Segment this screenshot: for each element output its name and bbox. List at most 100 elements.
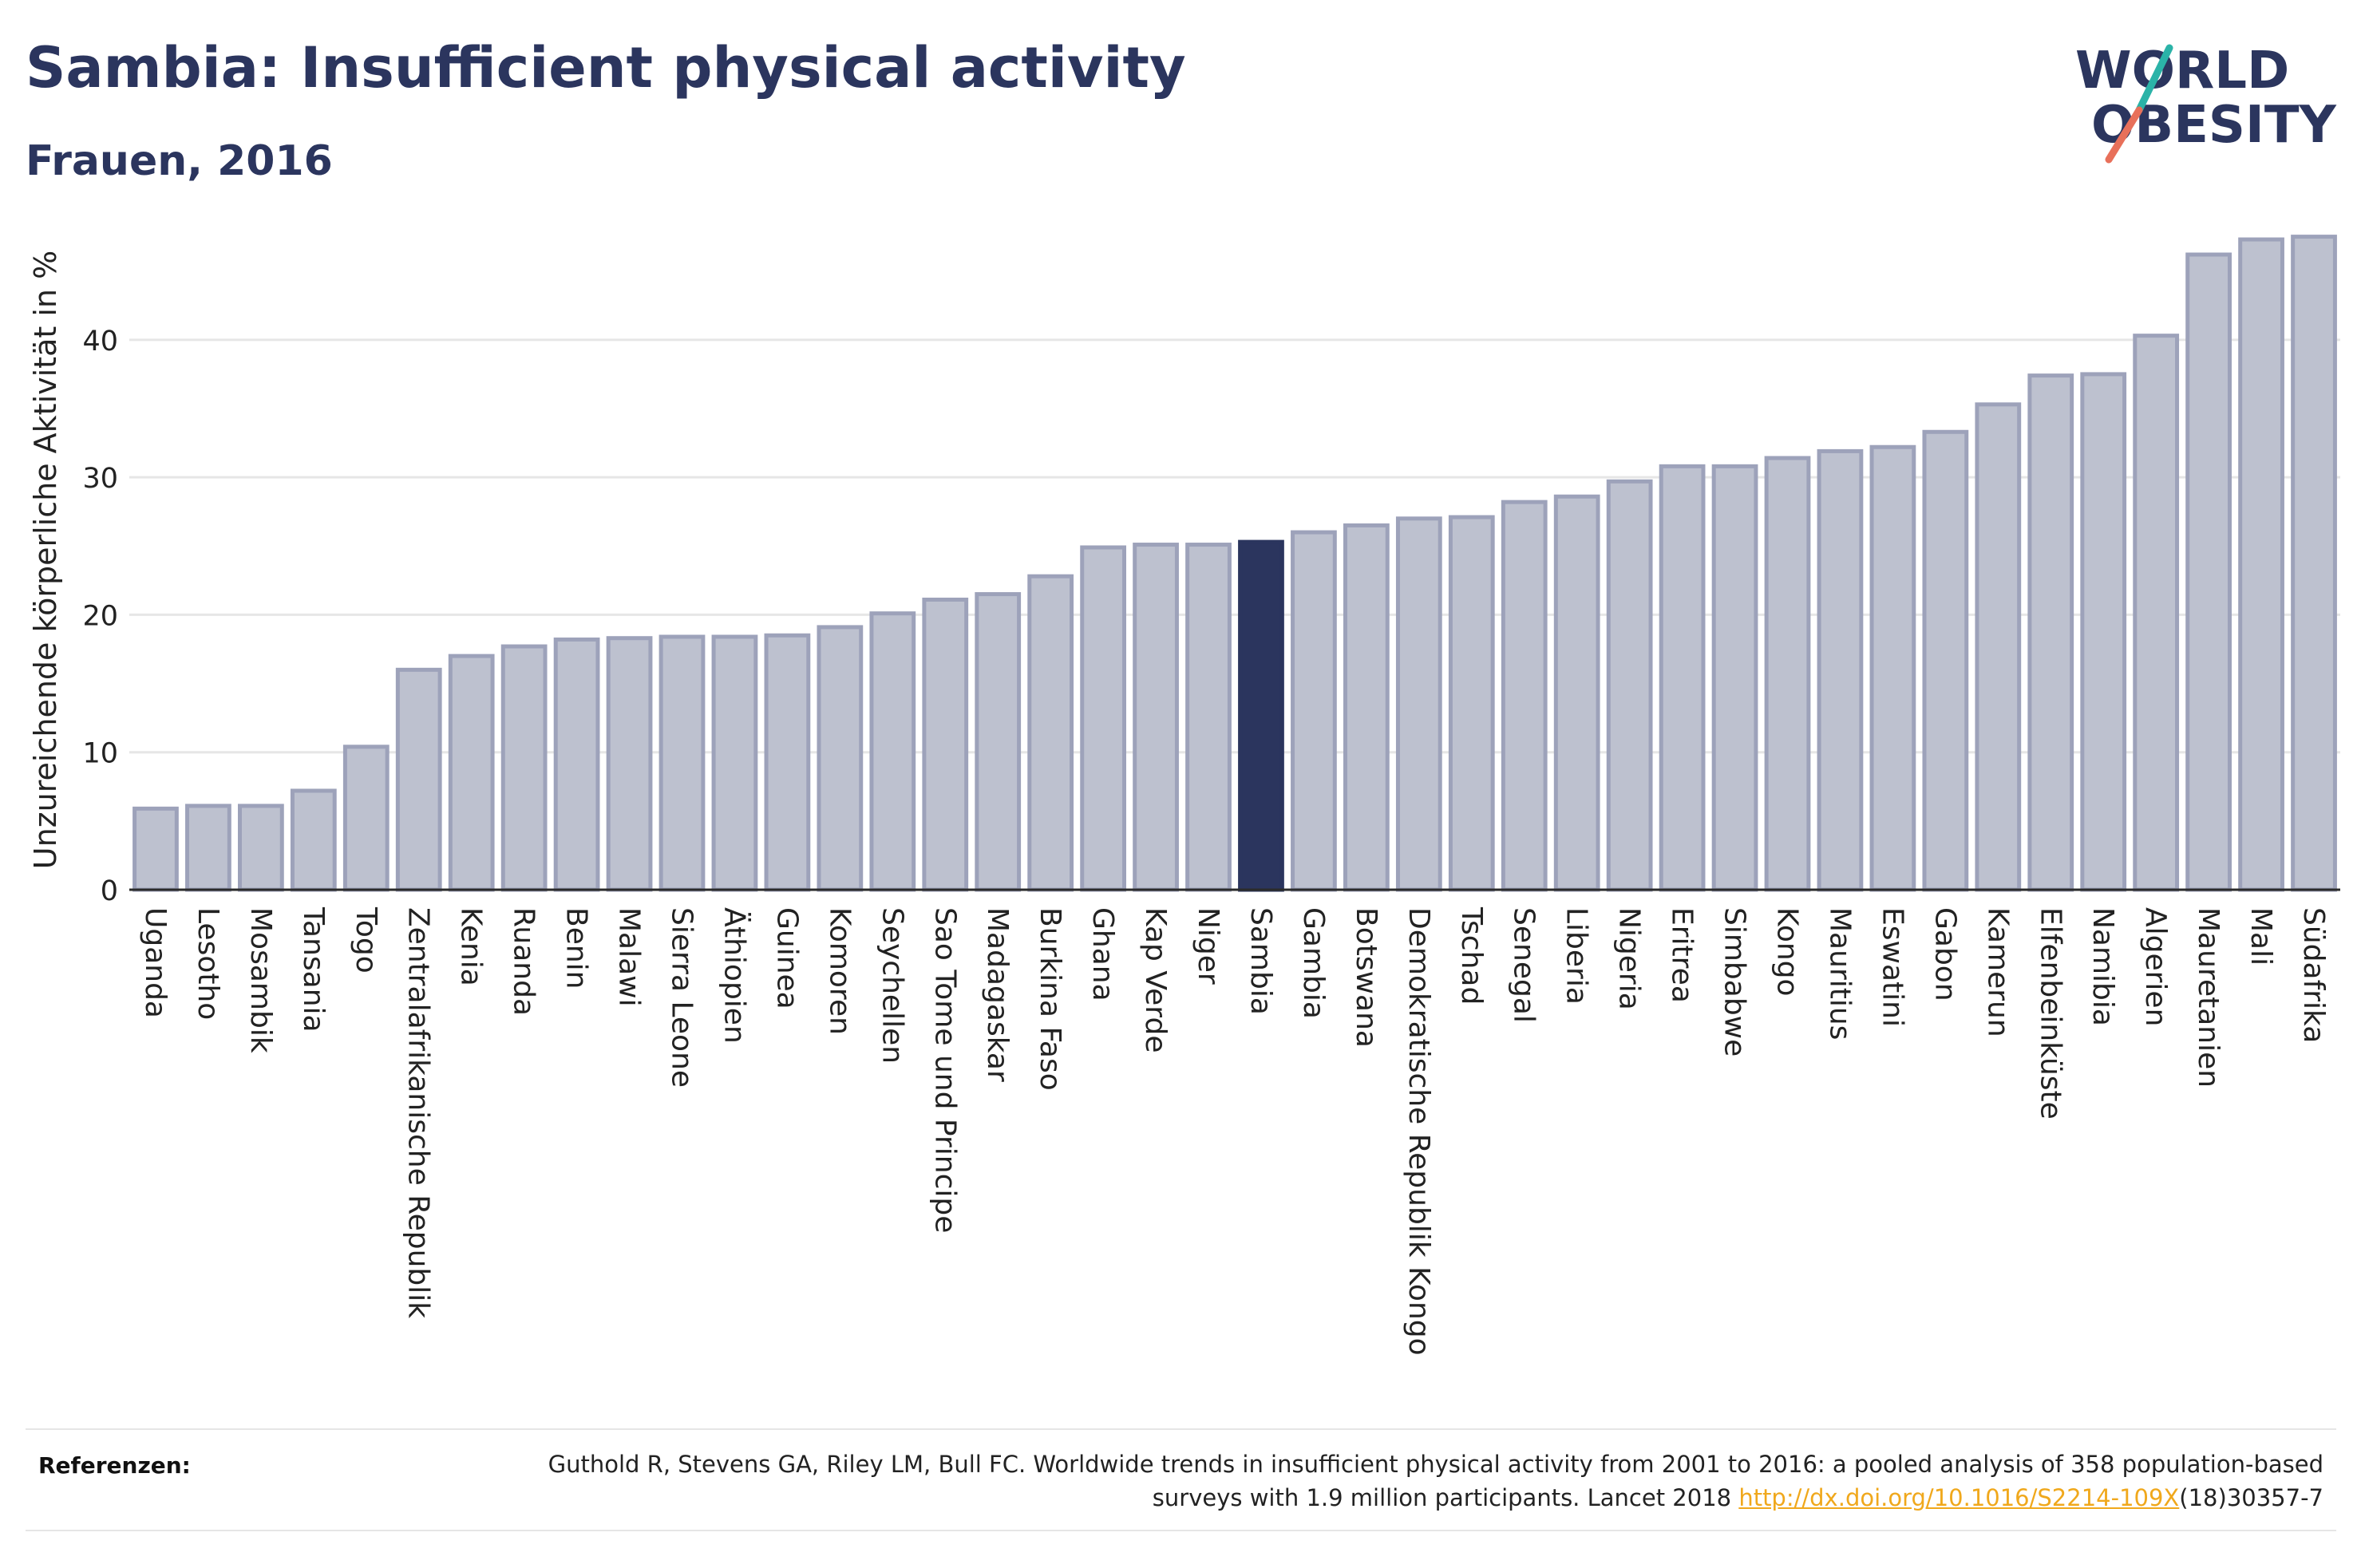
bar-10 [658, 634, 706, 892]
x-tick-label: Gambia [1297, 907, 1330, 1019]
x-tick-label: Algerien [2139, 907, 2172, 1026]
y-tick-label: 10 [82, 738, 118, 770]
chart-title: Sambia: Insufficient physical activity [26, 35, 1186, 101]
x-tick-label: Kongo [1771, 907, 1804, 997]
chart-subtitle: Frauen, 2016 [26, 137, 333, 185]
bar-22 [1291, 530, 1337, 892]
logo-slash-coral [2105, 106, 2143, 164]
x-tick-label: Mali [2244, 907, 2277, 966]
x-tick-label: Senegal [1508, 907, 1540, 1023]
bar-36 [2027, 373, 2074, 892]
bar-11 [711, 634, 758, 892]
bar-32 [1817, 448, 1864, 892]
logo-line1: WORLD [2075, 41, 2289, 101]
x-tick-label: Südafrika [2297, 907, 2330, 1043]
y-tick-label: 40 [82, 326, 118, 357]
x-tick-label: Zentralafrikanische Republik [402, 907, 435, 1318]
x-tick-label: Namibia [2086, 907, 2119, 1026]
x-tick-label: Seychellen [876, 907, 908, 1064]
bar-41 [2291, 235, 2337, 892]
y-axis-label: Unzureichende körperliche Aktivität in % [28, 251, 63, 869]
x-tick-label: Eswatini [1876, 907, 1908, 1027]
x-tick-label: Burkina Faso [1034, 907, 1066, 1091]
bar-29 [1659, 464, 1706, 892]
references-doi-link[interactable]: http://dx.doi.org/10.1016/S2214-109X [1738, 1484, 2180, 1511]
bar-19 [1133, 543, 1179, 892]
bar-30 [1711, 464, 1758, 892]
x-tick-label: Benin [560, 907, 593, 989]
bar-28 [1606, 479, 1653, 892]
x-tick-label: Botswana [1350, 907, 1382, 1048]
x-tick-label: Eritrea [1666, 907, 1699, 1003]
bar-21 [1238, 539, 1284, 892]
y-tick-label: 0 [101, 875, 118, 907]
x-tick-label: Ghana [1086, 907, 1119, 1001]
bar-18 [1080, 545, 1126, 892]
references-text: Guthold R, Stevens GA, Riley LM, Bull FC… [488, 1448, 2323, 1515]
x-tick-label: Äthiopien [718, 907, 751, 1044]
bar-chart: 0 10 20 30 40 Unzureichende körperliche Aktiv… [28, 235, 2340, 1356]
world-obesity-logo: WORLD OBESITY [2075, 32, 2347, 176]
bar-16 [975, 592, 1022, 892]
bar-25 [1448, 515, 1495, 892]
bar-5 [395, 667, 442, 892]
bar-27 [1553, 494, 1600, 892]
x-tick-label: Komoren [823, 907, 856, 1035]
bar-4 [342, 745, 390, 892]
bar-39 [2185, 252, 2232, 892]
bar-15 [922, 597, 969, 892]
y-tick-label: 30 [82, 463, 118, 495]
x-tick-label: Lesotho [192, 907, 224, 1020]
x-tick-label: Demokratische Republik Kongo [1402, 907, 1435, 1356]
bar-3 [290, 788, 337, 892]
y-tick-label: 20 [82, 600, 118, 632]
bar-6 [448, 654, 495, 892]
logo-slash-teal [2135, 44, 2173, 114]
references-section: Referenzen: Guthold R, Stevens GA, Riley… [26, 1428, 2336, 1531]
x-tick-label: Gabon [1928, 907, 1961, 1001]
x-tick-label: Togo [350, 906, 382, 974]
bar-17 [1027, 574, 1074, 892]
x-tick-label: Mauritius [1823, 907, 1856, 1040]
x-tick-label: Guinea [770, 907, 803, 1009]
references-citation: Guthold R, Stevens GA, Riley LM, Bull FC… [548, 1451, 2323, 1511]
x-tick-label: Tschad [1455, 906, 1488, 1005]
x-tick-label: Madagaskar [981, 907, 1014, 1082]
x-tick-label: Simbabwe [1718, 907, 1751, 1057]
x-tick-label: Tansania [297, 906, 330, 1033]
x-tick-label: Kamerun [1981, 907, 2014, 1037]
x-tick-label: Kap Verde [1139, 907, 1172, 1053]
x-tick-label: Uganda [139, 907, 172, 1018]
x-tick-label: Niger [1192, 907, 1224, 985]
bar-31 [1764, 456, 1811, 892]
x-tick-label: Mosambik [244, 907, 277, 1053]
bar-0 [132, 806, 179, 892]
x-tick-label: Sierra Leone [666, 907, 698, 1088]
x-tick-label: Malawi [613, 907, 646, 1007]
x-tick-label: Sambia [1244, 907, 1277, 1015]
bar-26 [1501, 500, 1548, 892]
bar-8 [553, 637, 600, 892]
bar-1 [185, 804, 231, 892]
x-tick-label: Ruanda [508, 907, 540, 1016]
bar-23 [1343, 523, 1390, 892]
x-tick-label: Liberia [1560, 907, 1593, 1005]
x-tick-label: Kenia [455, 907, 488, 986]
bar-37 [2080, 372, 2127, 892]
bar-35 [1975, 402, 2022, 892]
bar-9 [606, 636, 653, 892]
bar-13 [817, 625, 864, 892]
references-citation-end: (18)30357-7 [2179, 1484, 2323, 1511]
x-tick-label: Sao Tome und Principe [928, 907, 961, 1233]
x-tick-label: Mauretanien [2192, 907, 2225, 1088]
bar-14 [869, 611, 916, 892]
bar-34 [1922, 429, 1969, 892]
bar-2 [238, 804, 284, 892]
bar-38 [2133, 334, 2180, 892]
bar-7 [500, 644, 548, 892]
bar-12 [764, 633, 811, 892]
bar-20 [1185, 543, 1232, 892]
bar-33 [1869, 444, 1916, 892]
x-tick-label: Nigeria [1613, 907, 1646, 1010]
references-label: Referenzen: [38, 1452, 191, 1479]
